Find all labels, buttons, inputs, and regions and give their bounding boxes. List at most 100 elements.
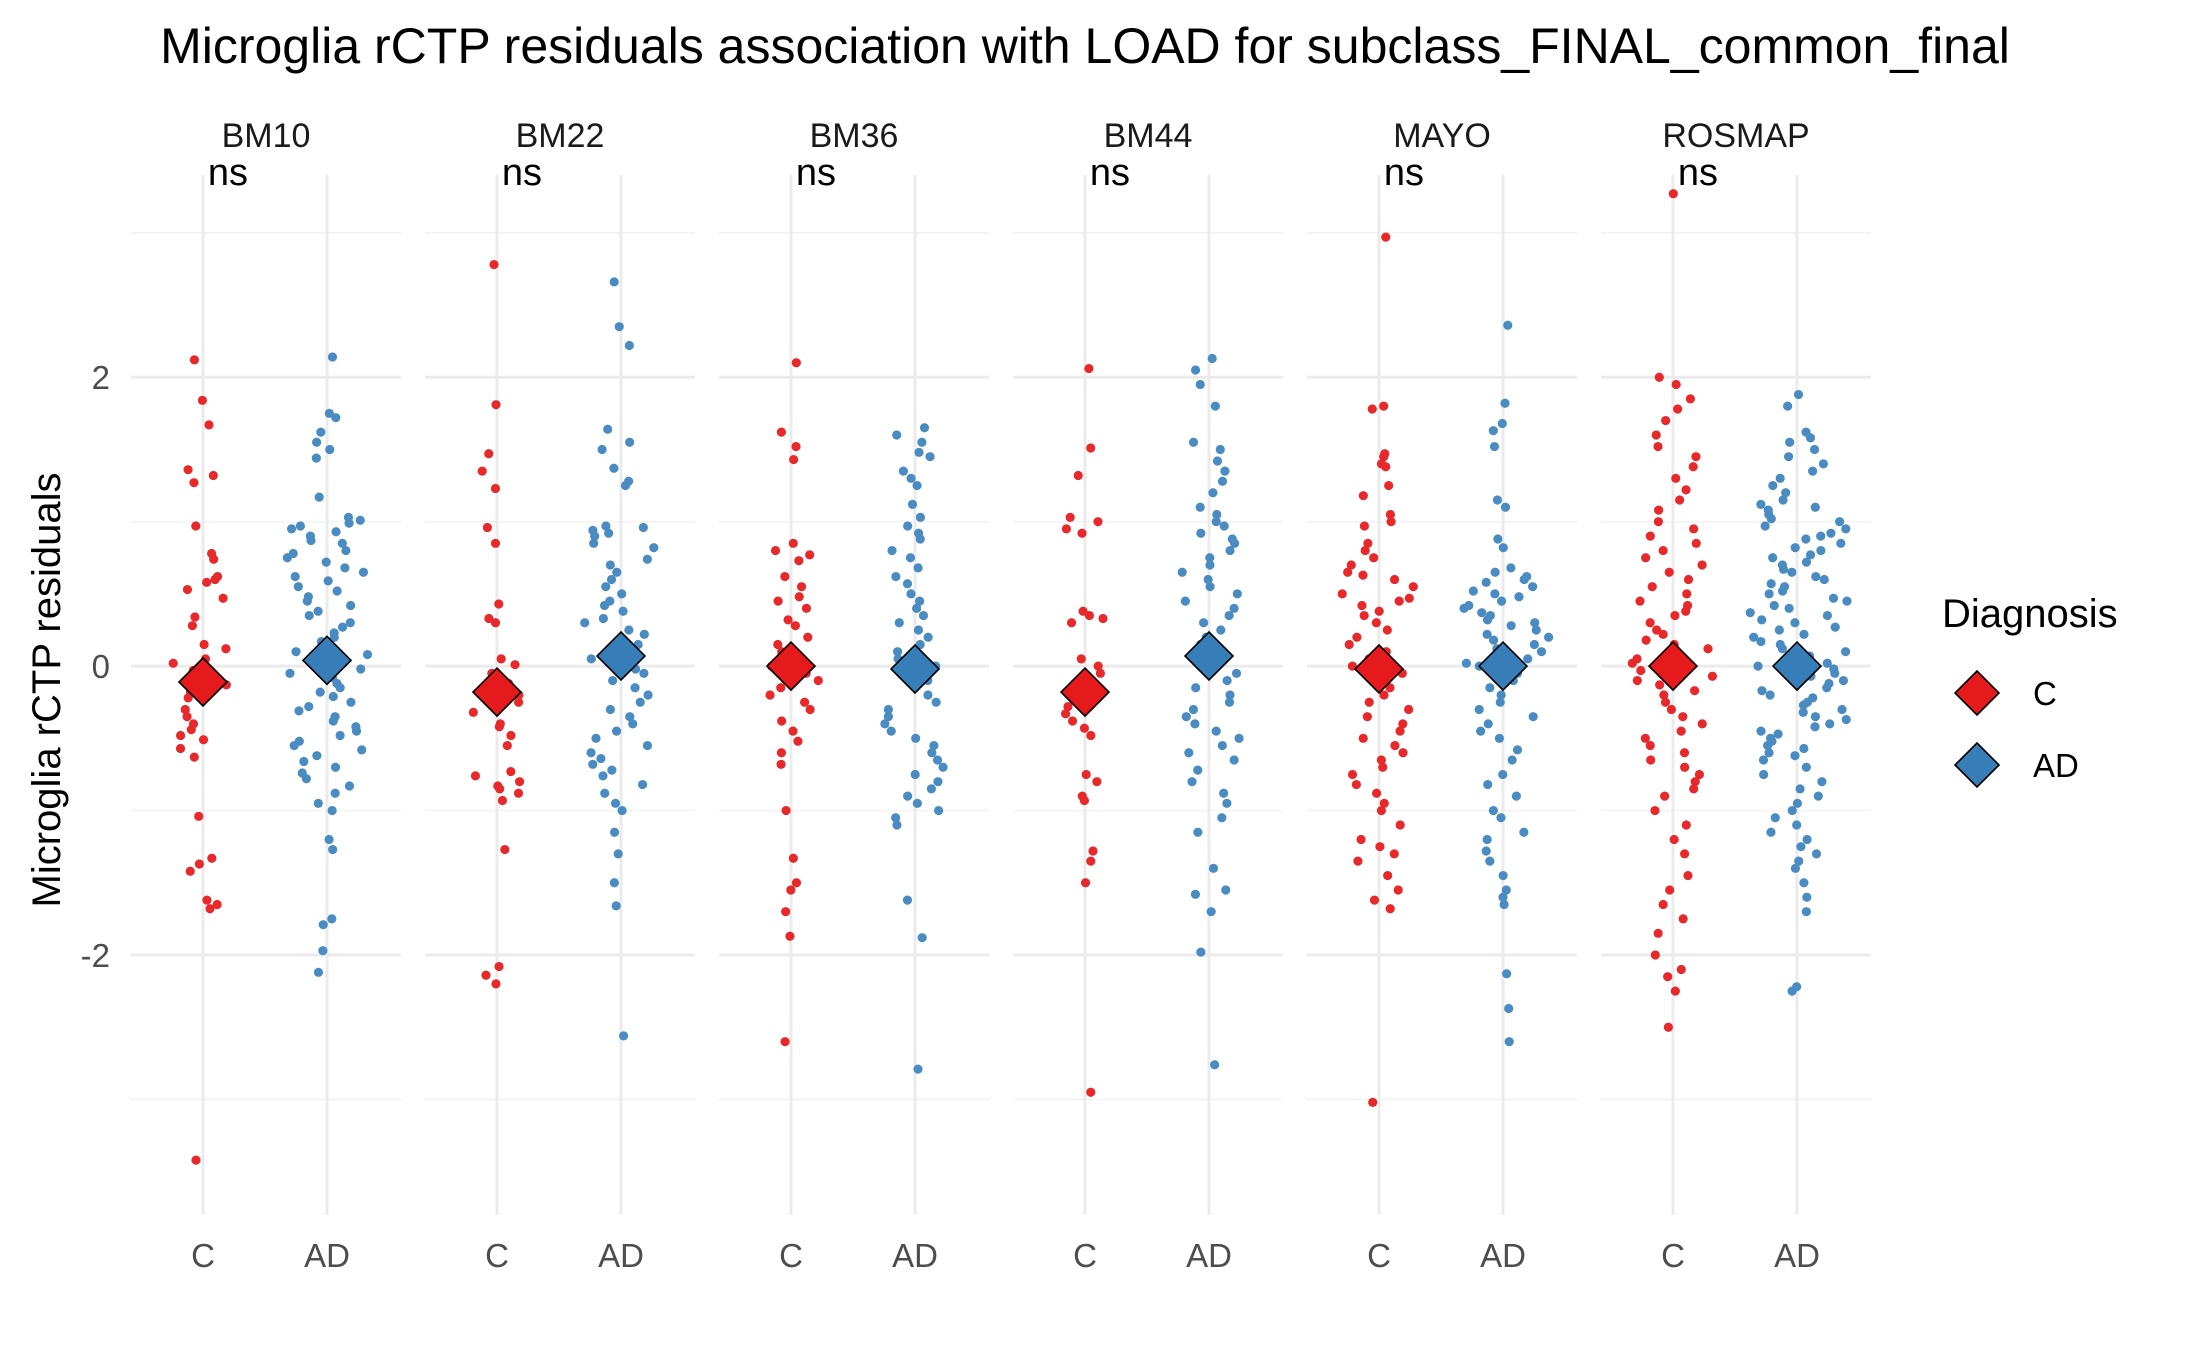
data-point bbox=[1224, 610, 1234, 621]
data-point bbox=[318, 946, 328, 956]
data-point bbox=[1802, 892, 1812, 902]
data-point bbox=[620, 480, 631, 491]
data-point bbox=[168, 658, 178, 668]
data-point bbox=[1837, 704, 1847, 715]
data-point bbox=[1224, 697, 1235, 707]
data-point bbox=[608, 675, 618, 686]
data-point bbox=[1208, 488, 1218, 498]
significance-label: ns bbox=[502, 152, 542, 194]
data-point bbox=[1787, 986, 1797, 996]
data-point bbox=[906, 473, 916, 483]
data-point bbox=[1655, 680, 1665, 690]
data-point bbox=[1496, 690, 1506, 700]
data-point bbox=[1681, 485, 1691, 495]
data-point bbox=[337, 622, 348, 632]
data-point bbox=[481, 970, 491, 980]
data-point bbox=[313, 798, 323, 808]
data-point bbox=[1060, 709, 1071, 719]
data-point bbox=[362, 649, 373, 660]
data-point bbox=[1676, 964, 1686, 975]
data-point bbox=[1217, 813, 1227, 823]
data-point bbox=[1389, 849, 1399, 859]
data-point bbox=[1768, 553, 1778, 563]
data-point bbox=[1483, 719, 1493, 729]
data-point bbox=[189, 355, 199, 365]
data-point bbox=[1485, 683, 1495, 693]
data-point bbox=[1658, 545, 1668, 556]
data-point bbox=[610, 798, 621, 808]
data-point bbox=[1781, 488, 1791, 498]
data-point bbox=[770, 545, 781, 556]
facet-label: ROSMAP bbox=[1662, 117, 1809, 155]
data-point bbox=[1660, 697, 1671, 707]
data-point bbox=[1177, 567, 1187, 577]
data-point bbox=[1225, 545, 1235, 556]
data-point bbox=[316, 427, 326, 437]
legend-label: C bbox=[2033, 675, 2057, 712]
data-point bbox=[1790, 543, 1800, 553]
data-point bbox=[1369, 553, 1379, 563]
data-point bbox=[1660, 791, 1670, 801]
data-point bbox=[306, 535, 316, 546]
data-point bbox=[1382, 625, 1392, 635]
data-point bbox=[1187, 777, 1197, 787]
data-point bbox=[1067, 716, 1078, 726]
data-point bbox=[1778, 495, 1788, 505]
data-point bbox=[335, 683, 345, 693]
data-point bbox=[312, 751, 322, 761]
data-point bbox=[1493, 534, 1503, 544]
y-tick-label: -2 bbox=[81, 937, 110, 974]
data-point bbox=[1498, 892, 1508, 902]
data-point bbox=[330, 788, 340, 798]
data-point bbox=[1395, 726, 1405, 736]
data-point bbox=[1385, 904, 1395, 914]
data-point bbox=[1760, 521, 1770, 531]
data-point bbox=[294, 706, 304, 716]
data-point bbox=[331, 527, 341, 537]
data-point bbox=[1531, 625, 1541, 635]
data-point bbox=[304, 610, 314, 621]
data-point bbox=[313, 606, 323, 616]
data-point bbox=[1408, 582, 1418, 592]
data-point bbox=[1690, 686, 1700, 696]
data-point bbox=[351, 726, 362, 736]
data-point bbox=[218, 593, 228, 603]
data-point bbox=[1494, 733, 1505, 743]
data-point bbox=[1536, 647, 1547, 657]
data-point bbox=[883, 712, 893, 722]
data-point bbox=[1670, 610, 1680, 621]
data-point bbox=[1783, 401, 1793, 411]
data-point bbox=[1234, 733, 1244, 743]
data-point bbox=[639, 668, 649, 678]
data-point bbox=[912, 798, 922, 808]
data-point bbox=[1196, 528, 1206, 538]
data-point bbox=[1205, 582, 1215, 592]
data-point bbox=[1756, 499, 1766, 509]
data-point bbox=[1504, 1003, 1514, 1014]
x-tick-label: AD bbox=[304, 1237, 350, 1274]
data-point bbox=[1808, 466, 1818, 476]
data-point bbox=[603, 424, 613, 434]
data-point bbox=[1512, 745, 1523, 755]
data-point bbox=[1210, 1060, 1220, 1070]
data-point bbox=[1468, 586, 1478, 596]
data-point bbox=[295, 521, 306, 531]
data-point bbox=[304, 701, 314, 712]
data-point bbox=[803, 632, 813, 642]
data-point bbox=[1636, 665, 1646, 676]
data-point bbox=[1358, 491, 1368, 501]
data-point bbox=[514, 777, 525, 787]
data-point bbox=[1635, 596, 1645, 606]
data-point bbox=[1195, 379, 1205, 390]
data-point bbox=[918, 610, 929, 621]
data-point bbox=[1483, 779, 1493, 790]
data-point bbox=[1219, 521, 1229, 531]
data-point bbox=[1798, 700, 1809, 710]
data-point bbox=[1654, 505, 1664, 515]
data-point bbox=[609, 827, 620, 837]
data-point bbox=[1498, 543, 1508, 553]
data-point bbox=[1678, 712, 1688, 722]
data-point bbox=[1495, 697, 1505, 707]
